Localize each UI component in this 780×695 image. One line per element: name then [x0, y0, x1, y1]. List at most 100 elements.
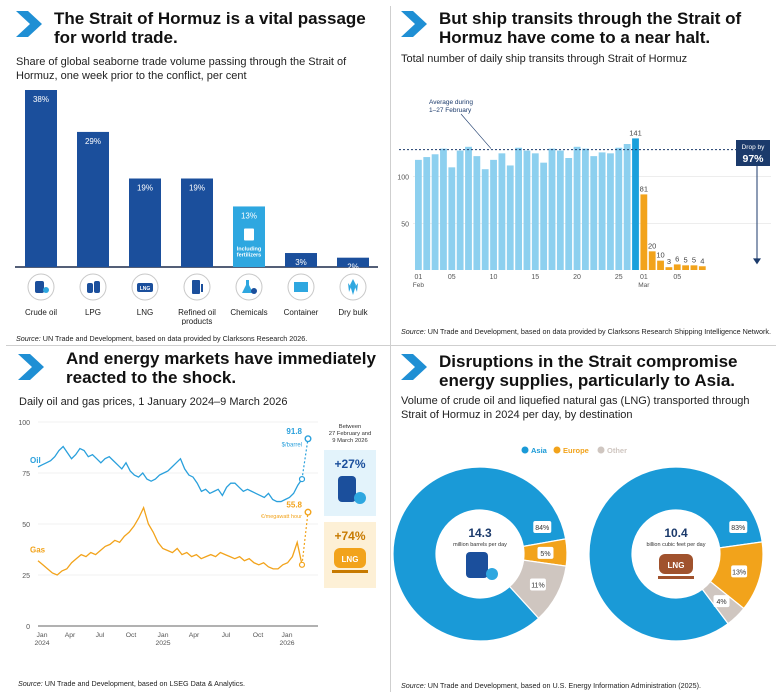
- transit-bar: [548, 148, 556, 270]
- energy-supply-charts: Asia Europe Other 84% 5% 11% 14.3 million barre…: [392, 446, 764, 642]
- transit-bar: [448, 167, 456, 270]
- transit-bar: [415, 159, 422, 270]
- oil-change-value: +27%: [334, 457, 365, 471]
- slice-label: 13%: [732, 569, 746, 576]
- category-icon: [294, 282, 308, 292]
- transit-bar: [615, 147, 623, 270]
- chevron-icon: [16, 11, 42, 37]
- donut-center-unit: million barrels per day: [453, 542, 507, 548]
- category-label: Chemicals: [230, 308, 267, 317]
- x-tick-label: Jan: [37, 632, 48, 639]
- transit-bar: [623, 144, 631, 270]
- barrel-icon: [35, 281, 44, 293]
- legend-label: Asia: [531, 446, 548, 455]
- lng-icon-text: LNG: [668, 561, 685, 570]
- x-tick-label: Jul: [96, 632, 105, 639]
- x-tick-label: 05: [673, 274, 681, 281]
- bar-value-label: 19%: [189, 184, 205, 193]
- transit-bar: [498, 153, 506, 270]
- bar-value-label: 13%: [241, 211, 257, 220]
- transit-bar: [657, 260, 664, 270]
- vertical-divider: [390, 6, 391, 692]
- gas-series-label: Gas: [30, 546, 46, 555]
- category-label: Container: [284, 308, 319, 317]
- category-label: Dry bulk: [338, 308, 368, 317]
- lng-tank-icon: [137, 283, 153, 292]
- x-tick-label: Jan: [282, 632, 293, 639]
- bar: [129, 178, 161, 267]
- panel-trade-title: The Strait of Hormuz is a vital passage …: [54, 9, 366, 47]
- donut-center-value: 10.4: [664, 526, 688, 540]
- bar-value-label: 19%: [137, 184, 153, 193]
- transit-bar: [440, 148, 447, 270]
- legend-label: Europe: [563, 446, 589, 455]
- between-label-2: 27 February and: [329, 431, 372, 437]
- oil-drop-icon: [354, 492, 366, 504]
- oil-barrel-icon: [338, 476, 356, 502]
- prices-source-label: Source:: [18, 679, 43, 688]
- container-icon: [294, 282, 308, 292]
- ship-transits-chart: 5010014181201036554129Average during1–27…: [397, 99, 771, 289]
- panel-prices-subtitle: Daily oil and gas prices, 1 January 2024…: [19, 396, 288, 408]
- trade-source-label: Source:: [16, 334, 41, 343]
- supply-source-text: UN Trade and Development, based on U.S. …: [427, 681, 702, 690]
- x-tick-label: 01: [640, 274, 648, 281]
- transit-bar: [607, 153, 614, 270]
- price-marker: [298, 561, 306, 568]
- flask-icon-b: [251, 288, 257, 294]
- transit-value-label: 5: [692, 255, 696, 264]
- transit-bar: [523, 150, 531, 270]
- transit-bar: [590, 156, 598, 270]
- trade-source: Source: UN Trade and Development, based …: [16, 334, 376, 343]
- transit-bar: [598, 152, 606, 270]
- x-month-label: Feb: [413, 282, 425, 289]
- x-tick-label: 10: [490, 274, 498, 281]
- transit-value-label: 20: [648, 241, 656, 250]
- slice-label-bg: [537, 546, 554, 559]
- wheat-icon: [350, 279, 356, 295]
- slice-label: 4%: [716, 599, 726, 606]
- x-tick-label: Jul: [222, 632, 231, 639]
- transit-bar: [582, 148, 589, 270]
- category-label: LPG: [85, 308, 101, 317]
- transits-source-text: UN Trade and Development, based on data …: [427, 327, 771, 336]
- oil-drop-icon: [486, 568, 498, 580]
- transit-bar: [556, 150, 564, 270]
- oil-series-label: Oil: [30, 456, 41, 465]
- transit-bar: [632, 138, 639, 270]
- y-tick-label: 50: [401, 221, 409, 228]
- prices-source-text: UN Trade and Development, based on LSEG …: [44, 679, 245, 688]
- legend-swatch: [553, 446, 561, 454]
- category-icon: [35, 281, 49, 293]
- slice-label: 83%: [731, 525, 745, 532]
- panel-trade-share: The Strait of Hormuz is a vital passage …: [0, 0, 390, 345]
- drop-box: [736, 140, 770, 166]
- between-label-3: 9 March 2026: [332, 438, 367, 444]
- transit-bar: [690, 265, 698, 270]
- transit-bar: [506, 165, 514, 270]
- x-tick-label: 15: [531, 274, 539, 281]
- transit-bar: [465, 146, 472, 270]
- y-tick-label: 100: [18, 420, 30, 427]
- between-label-1: Between: [339, 424, 362, 430]
- average-label-1: Average during: [429, 99, 473, 106]
- x-month-label: Mar: [638, 282, 650, 289]
- bar-value-label: 29%: [85, 137, 101, 146]
- trade-source-text: UN Trade and Development, based on data …: [42, 334, 308, 343]
- transit-bar: [565, 158, 573, 270]
- transits-source-label: Source:: [401, 327, 426, 336]
- panel-transits-subtitle: Total number of daily ship transits thro…: [401, 53, 688, 65]
- price-end-marker: [304, 435, 312, 443]
- flask-icon: [242, 280, 253, 293]
- transit-bar: [640, 194, 648, 270]
- drop-icon: [43, 287, 49, 293]
- oil-end-value: 91.8: [286, 427, 302, 436]
- transit-bar: [423, 157, 431, 270]
- slice-label-bg: [729, 521, 748, 534]
- fuel-hose: [201, 284, 203, 292]
- y-tick-label: 100: [397, 175, 409, 182]
- panel-energy-prices: And energy markets have immediately reac…: [0, 346, 390, 695]
- x-tick-label: 01: [415, 274, 423, 281]
- slice-label-bg: [731, 565, 748, 578]
